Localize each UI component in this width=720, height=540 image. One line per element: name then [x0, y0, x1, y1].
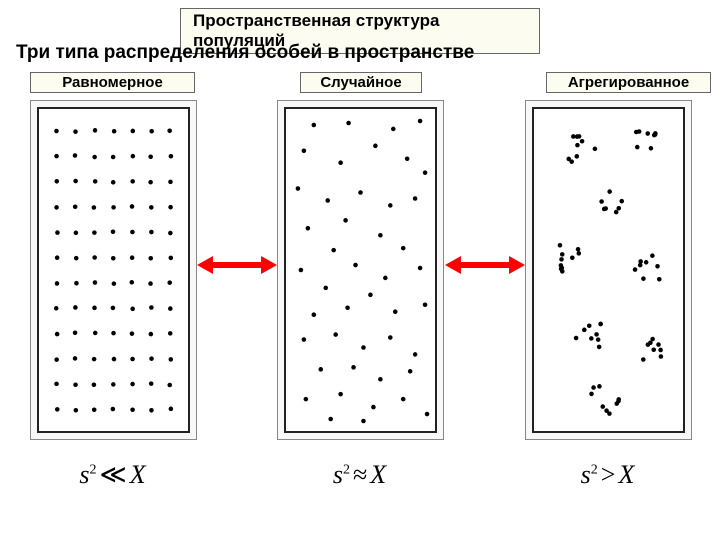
formula-uniform: s2≪X: [30, 460, 195, 490]
panel-aggregated: [525, 100, 692, 440]
formula-random: s2≈X: [277, 460, 442, 490]
panel-random-inner: [284, 107, 437, 433]
dots-random: [286, 109, 435, 431]
label-aggregated: Агрегированное: [546, 72, 711, 93]
panel-uniform: [30, 100, 197, 440]
arrow-right: [445, 250, 525, 280]
panel-aggregated-inner: [532, 107, 685, 433]
arrow-left: [197, 250, 277, 280]
dots-uniform: [39, 109, 188, 431]
label-random: Случайное: [300, 72, 422, 93]
label-uniform: Равномерное: [30, 72, 195, 93]
formula-aggregated: s2>X: [525, 460, 690, 490]
panel-random: [277, 100, 444, 440]
page-subtitle: Три типа распределения особей в простран…: [16, 42, 704, 64]
panel-uniform-inner: [37, 107, 190, 433]
dots-aggregated: [534, 109, 683, 431]
